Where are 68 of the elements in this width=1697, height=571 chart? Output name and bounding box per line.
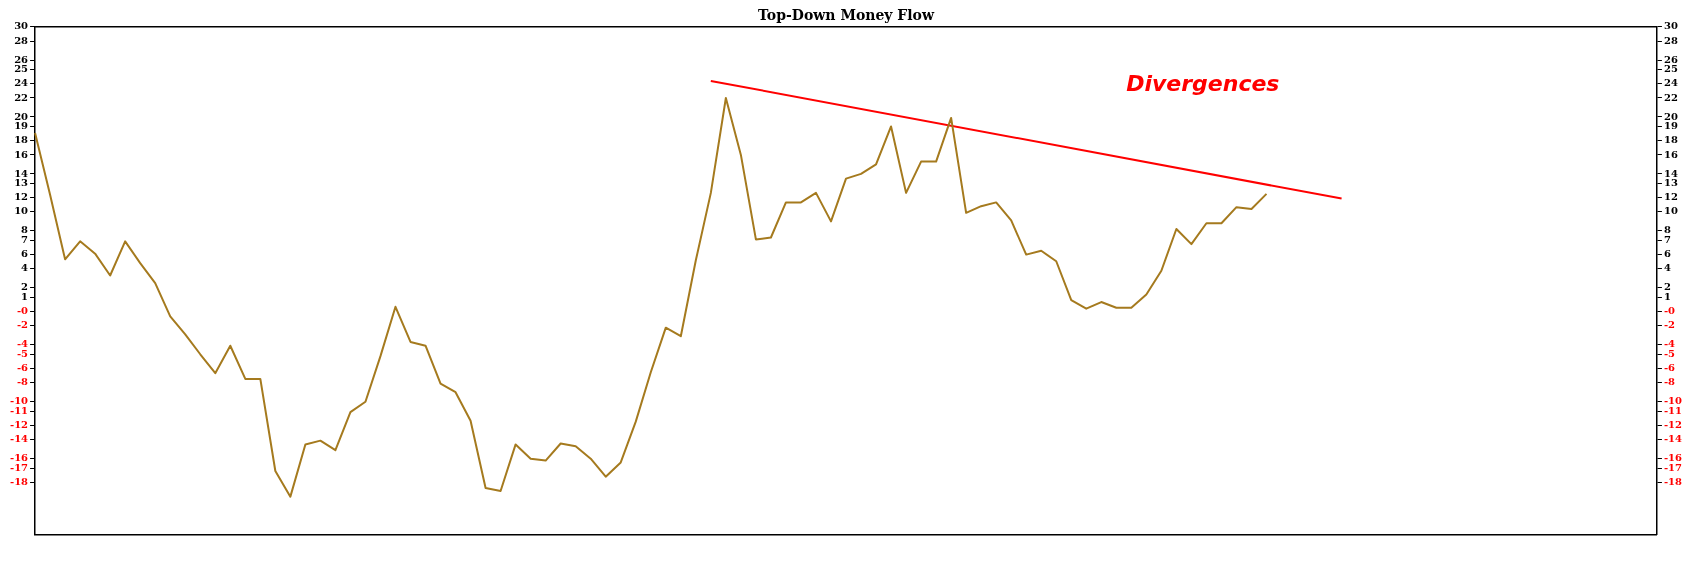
y2-tick-label: -2 <box>1663 319 1676 331</box>
y-tick-label: -11 <box>9 404 29 416</box>
y2-tick-label: 4 <box>1663 262 1671 274</box>
y2-tick-label: -5 <box>1663 347 1676 359</box>
y-tick-label: -0 <box>16 305 29 317</box>
y-tick-label: 25 <box>14 63 29 75</box>
y2-tick-label: -17 <box>1663 461 1683 473</box>
y2-tick-label: 22 <box>1663 91 1678 103</box>
y-tick-label: -5 <box>16 347 29 359</box>
y-tick-label: -14 <box>9 433 29 445</box>
y-tick-label: 19 <box>14 120 29 132</box>
y-tick-label: 10 <box>14 205 29 217</box>
y2-tick-label: -11 <box>1663 404 1683 416</box>
y-tick-label: 24 <box>14 77 29 89</box>
y2-tick-label: 18 <box>1663 134 1678 146</box>
y-tick-label: -6 <box>16 362 29 374</box>
y-tick-label: 30 <box>14 20 29 32</box>
y2-tick-label: -4 <box>1663 338 1676 350</box>
y2-tick-label: -6 <box>1663 362 1676 374</box>
y-tick-label: -8 <box>16 376 29 388</box>
y-tick-label: 6 <box>21 248 29 260</box>
y-tick-label: -17 <box>9 461 29 473</box>
y2-tick-label: 10 <box>1663 205 1678 217</box>
y-tick-label: -2 <box>16 319 29 331</box>
y-tick-label: -18 <box>9 475 29 487</box>
y2-tick-label: 13 <box>1663 177 1678 188</box>
y-tick-label: 18 <box>14 134 29 146</box>
chart-title: Top-Down Money Flow <box>758 7 935 24</box>
y2-tick-label: 7 <box>1663 233 1671 245</box>
y2-tick-label: -0 <box>1663 305 1676 317</box>
y2-tick-label: 6 <box>1663 248 1671 260</box>
y-tick-label: 20 <box>14 110 29 122</box>
y-tick-label: 26 <box>14 53 29 65</box>
y-tick-label: 22 <box>14 91 29 103</box>
y2-tick-label: -16 <box>1663 452 1683 464</box>
y-tick-label: 14 <box>14 167 29 179</box>
y2-tick-label: -18 <box>1663 475 1683 487</box>
annotation: Divergences <box>1126 70 1280 96</box>
y2-tick-label: 12 <box>1663 191 1678 203</box>
y-tick-label: -16 <box>9 452 29 464</box>
y2-tick-label: 25 <box>1663 63 1678 75</box>
y2-tick-label: 30 <box>1663 20 1678 32</box>
y-tick-label: -10 <box>9 395 29 407</box>
y2-tick-label: 1 <box>1663 290 1671 302</box>
y-tick-label: 1 <box>21 290 29 302</box>
y-tick-label: -4 <box>16 338 29 350</box>
y2-tick-label: 26 <box>1663 53 1678 65</box>
y-tick-label: 2 <box>21 281 29 293</box>
y2-tick-label: 20 <box>1663 110 1678 122</box>
y2-tick-label: 2 <box>1663 281 1671 293</box>
y-tick-label: 12 <box>14 191 29 203</box>
y2-tick-label: 19 <box>1663 120 1678 132</box>
y-tick-label: 13 <box>14 177 29 188</box>
y-tick-label: 16 <box>14 148 29 160</box>
y2-tick-label: 14 <box>1663 167 1678 179</box>
y2-tick-label: -12 <box>1663 419 1683 431</box>
y2-tick-label: 8 <box>1663 224 1671 236</box>
y-tick-label: 8 <box>21 224 29 236</box>
y-tick-label: 28 <box>14 34 29 46</box>
y2-tick-label: 24 <box>1663 77 1678 89</box>
y2-tick-label: -8 <box>1663 376 1676 388</box>
y2-tick-label: -14 <box>1663 433 1683 445</box>
y-tick-label: -12 <box>9 419 29 431</box>
y2-tick-label: 28 <box>1663 34 1678 46</box>
y-tick-label: 4 <box>21 262 29 274</box>
y-tick-label: 7 <box>21 233 29 245</box>
y2-tick-label: 16 <box>1663 148 1678 160</box>
y2-tick-label: -10 <box>1663 395 1683 407</box>
